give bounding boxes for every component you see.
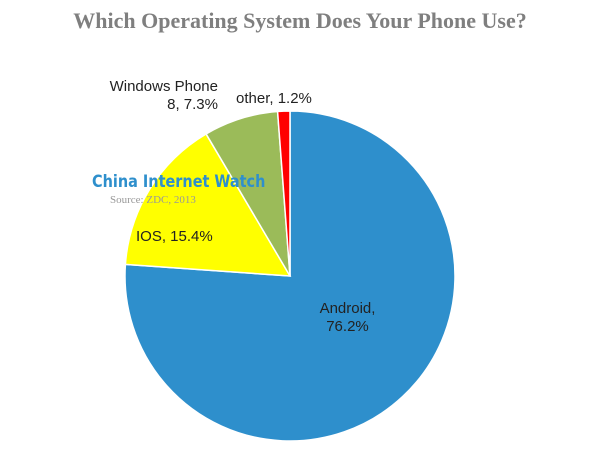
source-note: Source: ZDC, 2013: [110, 194, 196, 206]
data-label: other, 1.2%: [236, 90, 312, 107]
pie-slice: [276, 110, 291, 277]
data-label: Windows Phone 8, 7.3%: [109, 78, 218, 113]
data-label: IOS, 15.4%: [136, 228, 213, 245]
chart-title: Which Operating System Does Your Phone U…: [73, 8, 527, 33]
pie-slice: [124, 110, 456, 442]
watermark: China Internet Watch: [92, 172, 266, 192]
data-label: Android, 76.2%: [319, 300, 376, 335]
pie-slice: [124, 132, 292, 277]
